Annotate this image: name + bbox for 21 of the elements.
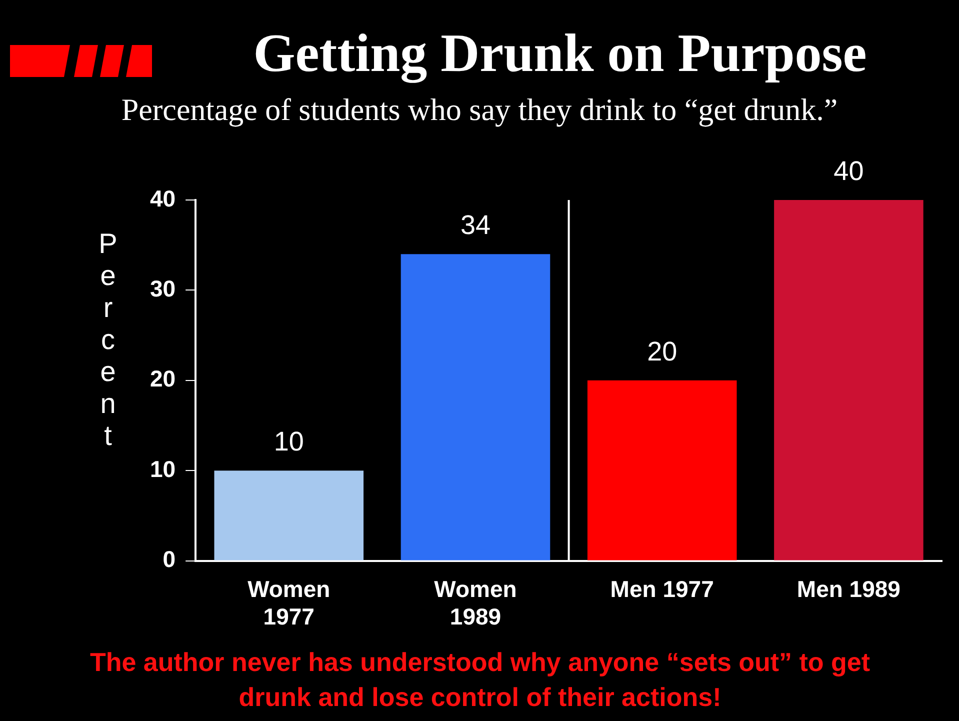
- data-label: 34: [460, 210, 491, 240]
- bar: [214, 470, 364, 560]
- chart-subtitle: Percentage of students who say they drink to “get drunk.”: [120, 92, 839, 128]
- y-tick-label: 30: [150, 276, 176, 302]
- data-label: 40: [834, 156, 864, 186]
- y-tick-label: 0: [162, 546, 176, 572]
- y-axis-title: Percent: [98, 228, 118, 452]
- x-tick-label: Men 1989: [796, 576, 900, 602]
- data-label: 20: [647, 336, 678, 366]
- x-tick-label: Women 1977: [248, 576, 330, 630]
- x-tick-label: Women 1989: [434, 576, 517, 630]
- y-tick-label: 40: [150, 185, 176, 212]
- text: The author never has understood why anyone “sets out” to get drunk and lose control of their actions!: [88, 646, 872, 714]
- bar: [587, 380, 737, 560]
- y-tick-label: 20: [150, 366, 176, 392]
- data-label: 10: [274, 426, 304, 457]
- x-tick-label: Men 1977: [610, 576, 714, 602]
- y-tick-label: 10: [150, 456, 176, 482]
- chart-title: Getting Drunk on Purpose: [252, 22, 868, 84]
- bar: [774, 200, 924, 560]
- bar: [400, 254, 550, 560]
